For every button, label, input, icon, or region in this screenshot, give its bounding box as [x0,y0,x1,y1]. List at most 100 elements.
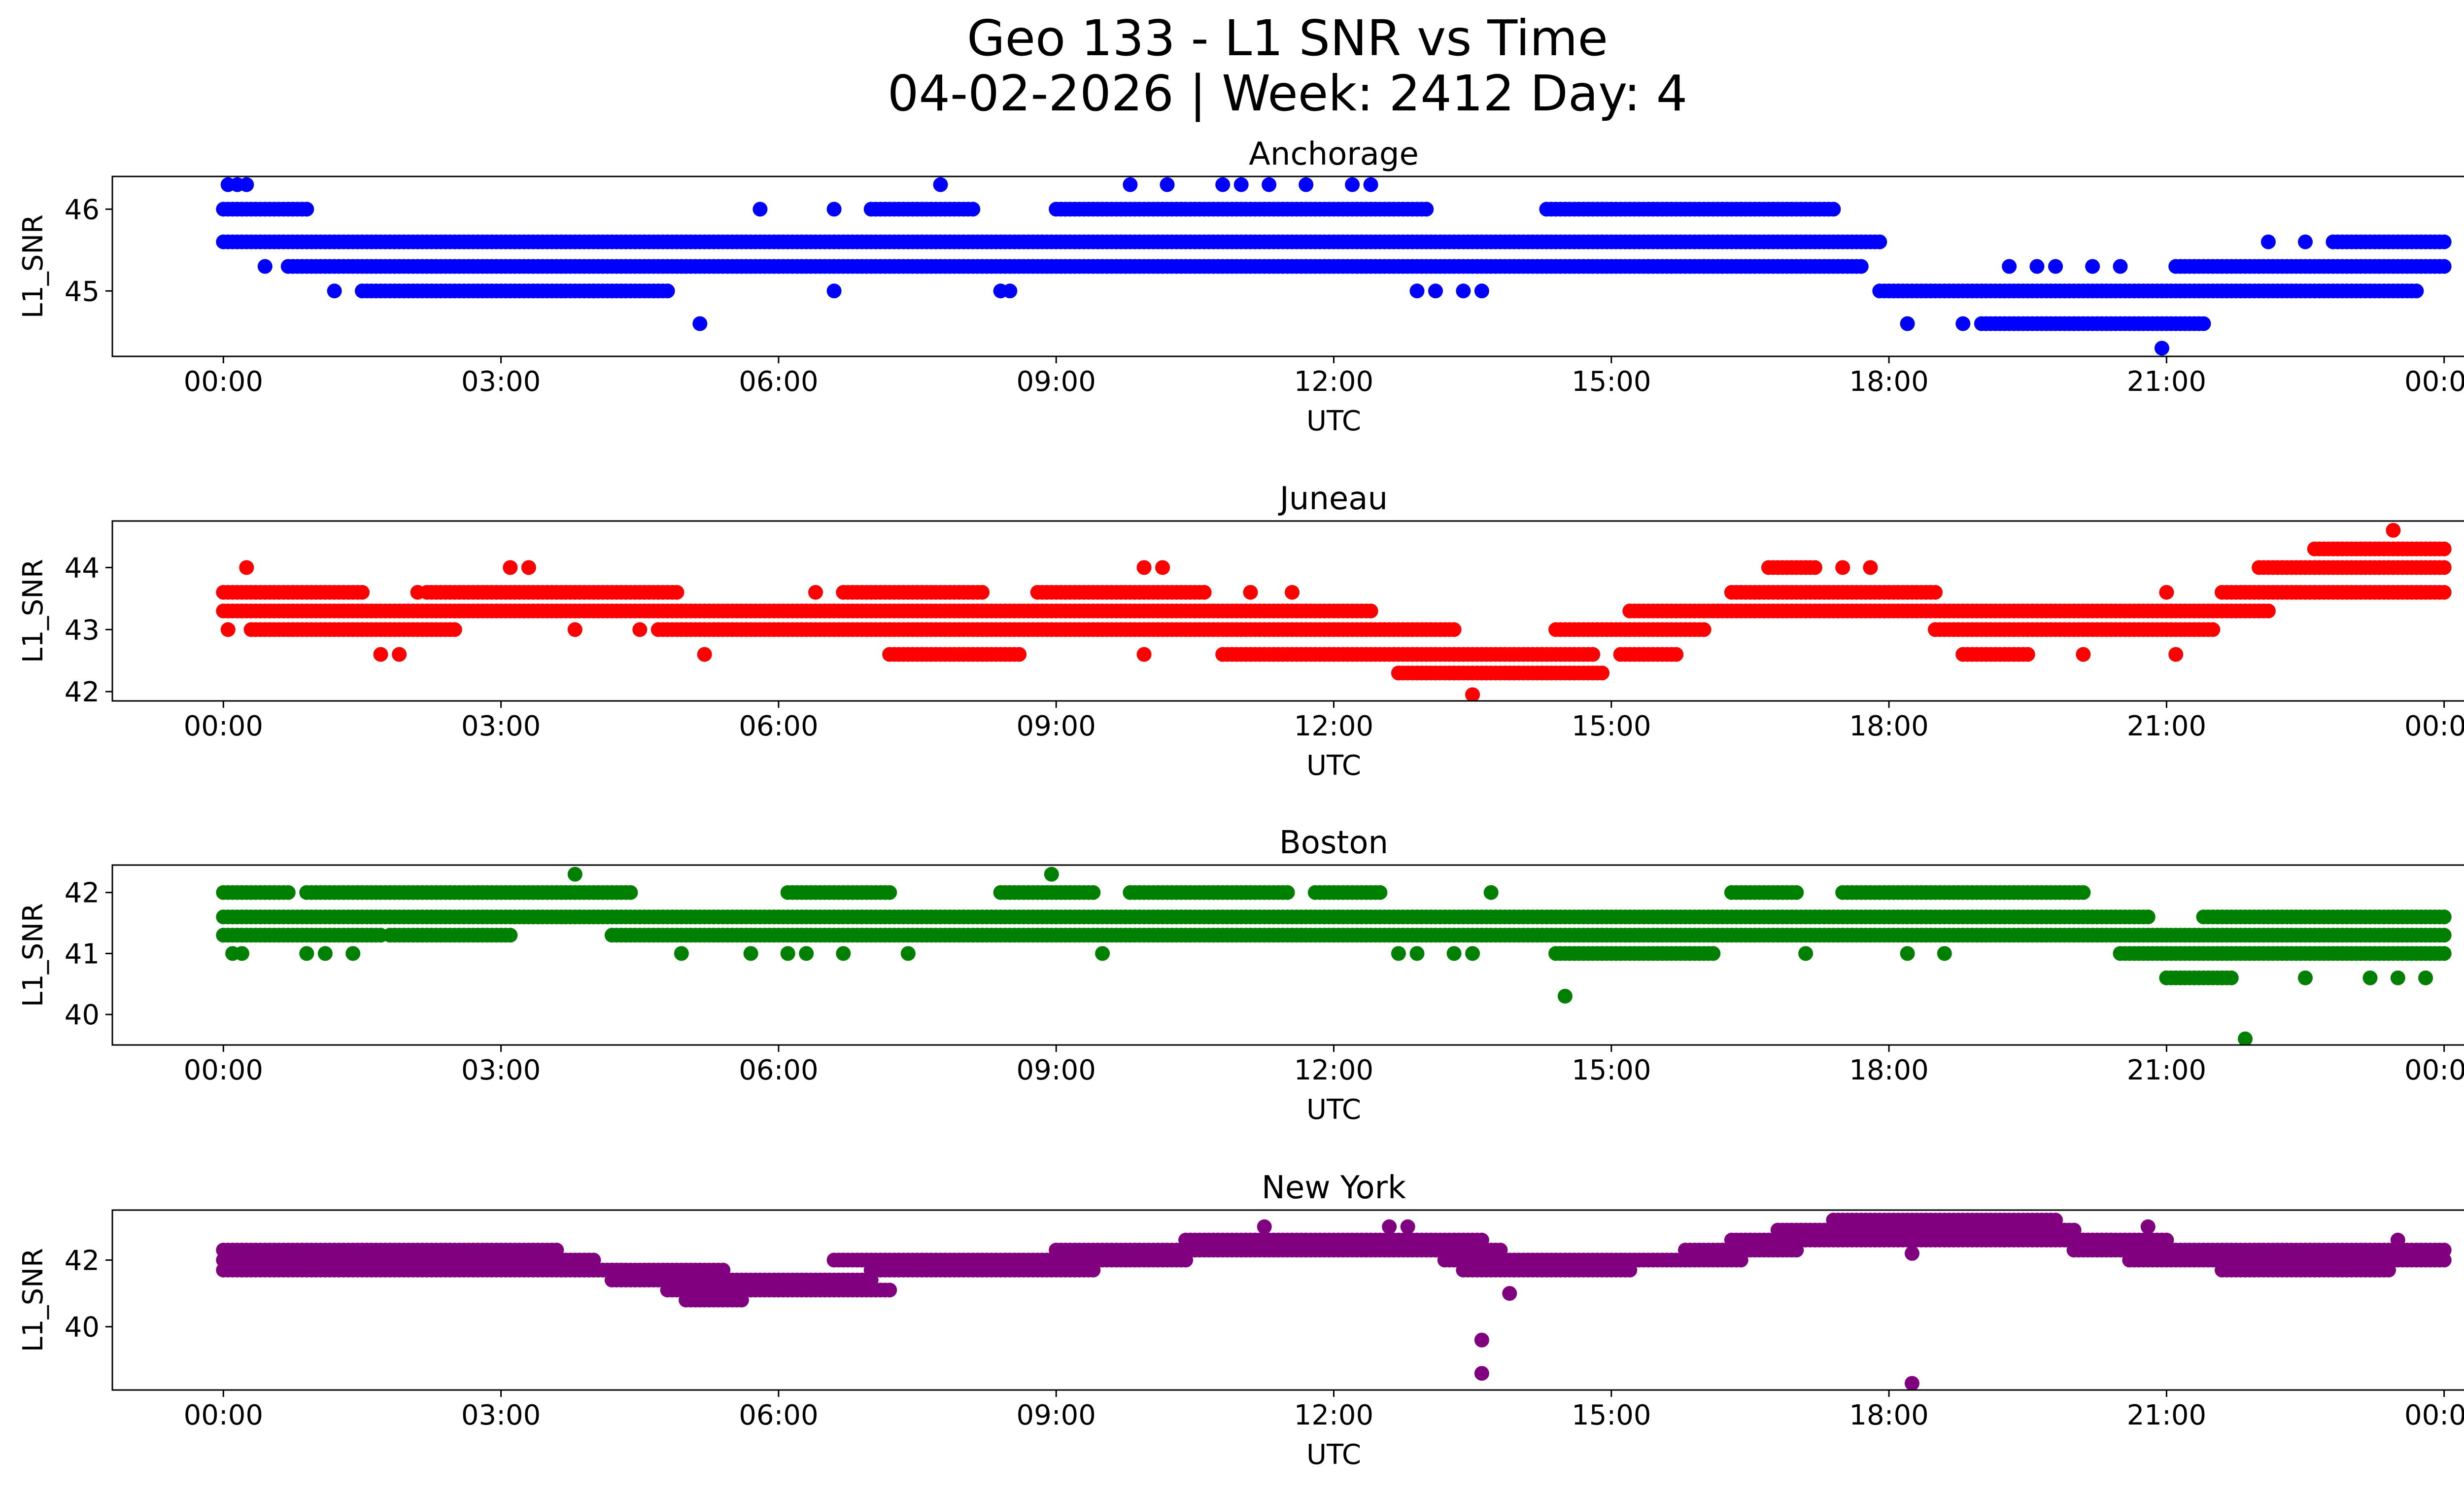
data-point [1826,202,1841,217]
data-point [234,946,249,961]
data-point [2436,909,2452,925]
data-point [521,560,536,575]
x-tick-label: 00:00 [2404,710,2464,742]
data-point [2418,970,2433,985]
x-tick-label: 21:00 [2127,366,2206,398]
data-point [1557,989,1573,1004]
data-point [1345,177,1360,192]
plot-points [216,1213,2452,1390]
y-tick-label: 45 [65,276,100,308]
data-point [692,316,708,331]
data-point [1086,885,1101,900]
x-tick-label: 15:00 [1572,710,1651,742]
data-point [220,622,236,637]
data-point [2386,522,2401,538]
data-point [882,1283,897,1298]
data-point [965,202,981,217]
data-point [1456,283,1471,299]
data-point [503,560,518,575]
data-point [1136,560,1152,575]
data-point [1853,259,1869,274]
y-tick-label: 46 [65,194,100,226]
data-point [1789,885,1804,900]
data-point [586,283,601,299]
data-point [2140,909,2156,925]
x-tick-label: 12:00 [1294,1054,1373,1086]
y-tick-label: 42 [65,877,100,909]
data-point [1446,946,1462,961]
y-axis-label: L1_SNR [17,214,49,318]
data-point [1465,946,1480,961]
data-point [799,946,814,961]
data-point [2238,1031,2253,1045]
data-point [1622,1262,1638,1278]
data-point [2298,234,2313,249]
data-point [2436,560,2452,575]
data-point [753,202,768,217]
data-point [1872,234,1887,249]
x-tick-label: 00:00 [184,366,263,398]
data-point [2298,970,2313,985]
x-tick-label: 15:00 [1572,1054,1651,1086]
data-point [1123,177,1138,192]
data-point [447,622,462,637]
data-point [1863,560,1878,575]
x-tick-label: 03:00 [461,710,541,742]
y-tick-label: 43 [65,614,100,646]
x-tick-label: 21:00 [2127,710,2206,742]
data-point [1363,603,1378,619]
data-point [623,885,638,900]
y-tick-label: 40 [65,999,100,1031]
x-axis-label: UTC [1306,750,1361,782]
data-point [2076,885,2091,900]
data-point [299,946,314,961]
data-point [567,867,582,882]
data-point [734,1292,749,1308]
data-point [2224,970,2239,985]
data-point [1900,316,1915,331]
data-point [355,585,370,600]
data-point [317,946,333,961]
data-point [2020,647,2035,662]
plot-points [216,867,2452,1045]
x-tick-label: 03:00 [461,1054,541,1086]
data-point [567,622,582,637]
x-tick-label: 12:00 [1294,366,1373,398]
data-point [1233,177,1249,192]
data-point [2409,283,2424,299]
data-point [1409,283,1425,299]
x-tick-label: 00:00 [2404,366,2464,398]
x-tick-label: 00:00 [184,1054,263,1086]
data-point [1483,885,1499,900]
x-axis-label: UTC [1306,405,1361,437]
data-point [882,885,897,900]
panel-title: Boston [1279,825,1388,861]
data-point [1696,259,1711,274]
data-point [2260,603,2276,619]
data-point [299,202,314,217]
data-point [2205,622,2221,637]
data-point [1706,946,1721,961]
data-point [632,622,648,637]
data-point [1641,259,1656,274]
data-point [2436,259,2452,274]
panel-title: Juneau [1278,481,1388,517]
x-tick-label: 06:00 [739,1054,818,1086]
data-point [2436,541,2452,556]
data-point [327,283,342,299]
data-point [1044,867,1059,882]
data-point [239,560,254,575]
x-tick-label: 00:00 [184,710,263,742]
data-point [1012,647,1027,662]
data-point [1446,622,1462,637]
data-point [1155,560,1170,575]
data-point [836,946,851,961]
data-point [1409,946,1425,961]
data-point [2436,928,2452,943]
data-point [1474,1232,1489,1248]
data-point [1285,585,1300,600]
data-point [660,283,675,299]
data-point [933,177,948,192]
